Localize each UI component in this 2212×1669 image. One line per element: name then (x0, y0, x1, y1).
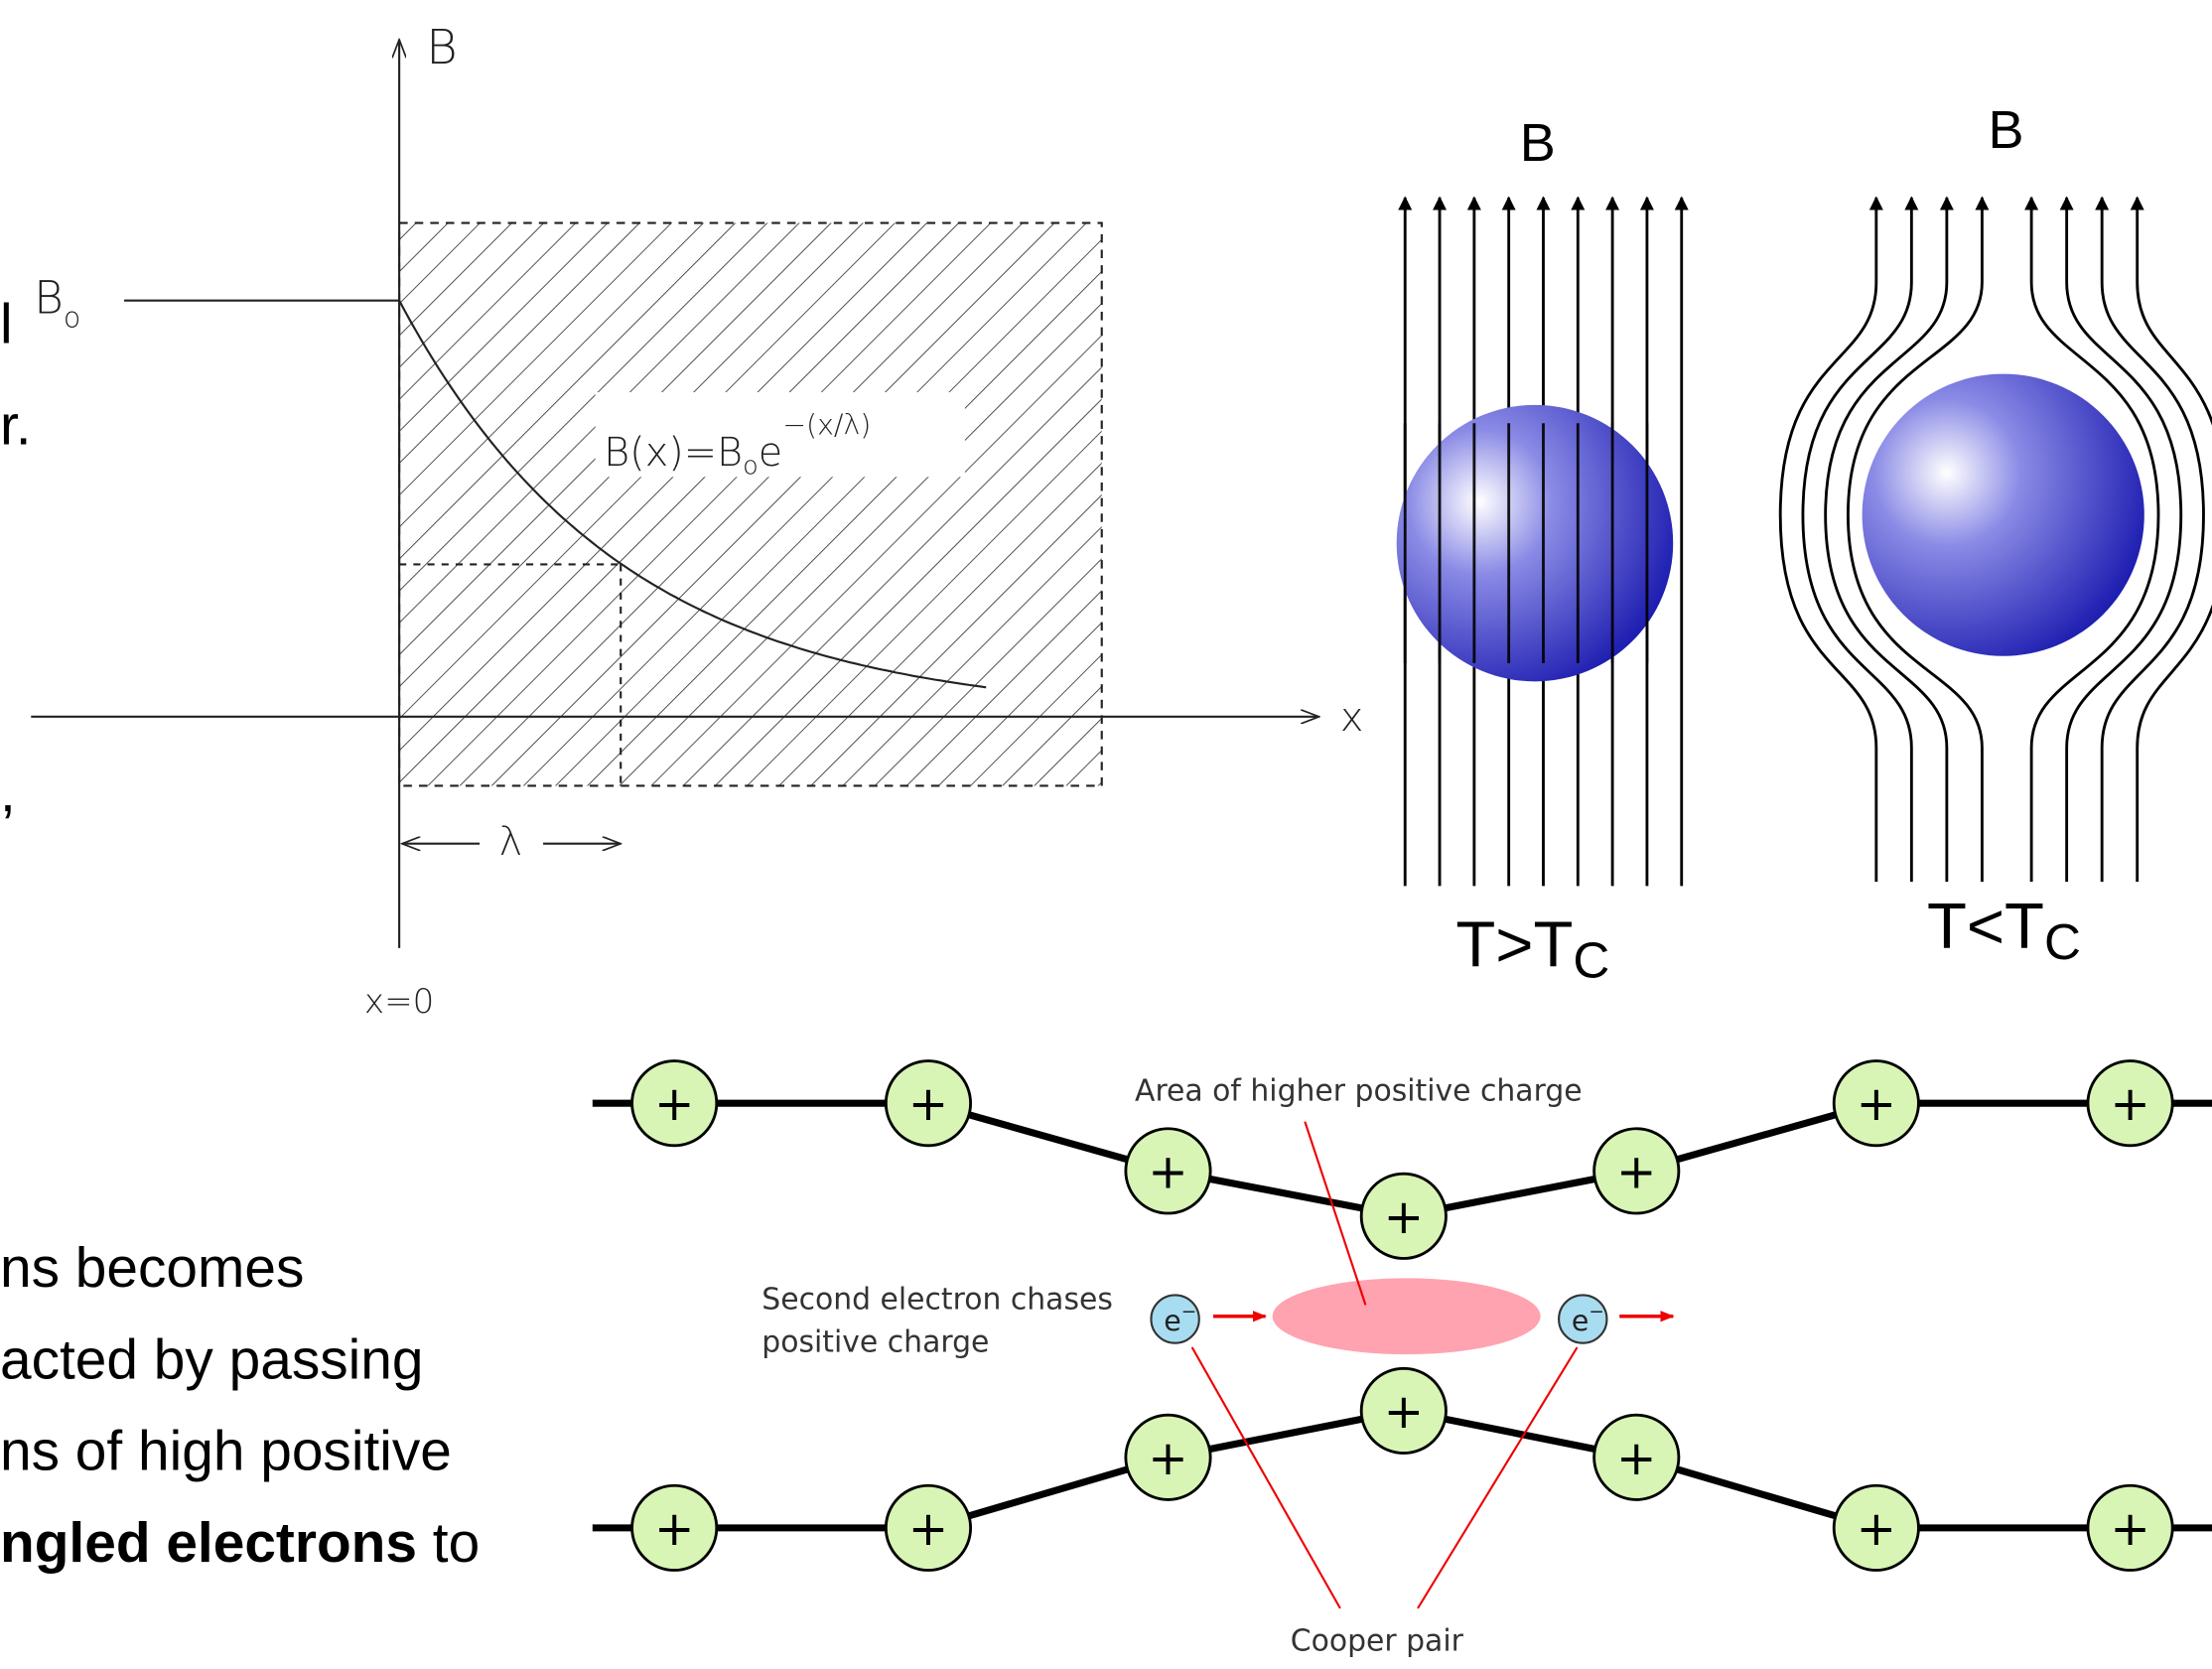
positive-region (1273, 1278, 1541, 1354)
text-fragment: ns becomes (0, 1237, 304, 1300)
text-fragment: acted by passing (0, 1328, 424, 1391)
ion-label: + (2110, 1076, 2149, 1132)
field-line (2138, 198, 2212, 882)
temp-label: T>TC (1455, 907, 1609, 988)
text-fragment: ngled electrons to (0, 1512, 480, 1575)
field-label: B (1989, 100, 2024, 160)
formula-base: e (759, 430, 782, 476)
bottom-label: Cooper pair (1291, 1624, 1464, 1659)
lambda-label: λ (499, 819, 523, 865)
b0-label: Bo (34, 271, 80, 334)
pointer (1305, 1122, 1365, 1306)
electron-sup: − (1181, 1302, 1196, 1322)
ion-label: + (1384, 1384, 1424, 1440)
temp-main: T<T (1927, 890, 2044, 962)
ion-label: + (654, 1076, 694, 1132)
cooper-pair-diagram: ++++++++++++++ e−e− Area of higher posit… (593, 1061, 2212, 1659)
text-fragment: , (0, 762, 16, 824)
field-label: B (1520, 113, 1556, 173)
penetration-plot (31, 40, 1318, 948)
top-label: Area of higher positive charge (1135, 1073, 1583, 1108)
meissner-effect: B B T>TC T<TC (1397, 100, 2212, 989)
pointer (1192, 1347, 1340, 1608)
ion-label: + (654, 1501, 694, 1557)
pointer (1418, 1347, 1578, 1608)
formula-main: B(x)=B (604, 430, 743, 476)
ion-label: + (1857, 1076, 1896, 1132)
ion-label: + (2110, 1501, 2149, 1557)
formula-sub: o (743, 451, 759, 481)
temp-sub: C (1573, 932, 1609, 989)
sphere (1397, 405, 1674, 682)
temp-main: T>T (1455, 907, 1573, 980)
side-label: Second electron chases (761, 1283, 1113, 1318)
ion-label: + (1616, 1431, 1656, 1486)
ion-label: + (908, 1501, 948, 1557)
y-axis-label: B (426, 20, 458, 75)
text-fragment: r. (0, 395, 32, 458)
ion-label: + (1148, 1431, 1187, 1486)
text-fragment: l (0, 293, 13, 355)
side-label: positive charge (761, 1324, 989, 1359)
text: to (433, 1512, 480, 1575)
bold-text: ngled electrons (0, 1512, 417, 1575)
electron-base: e (1572, 1305, 1589, 1337)
ion-label: + (908, 1076, 948, 1132)
ion-label: + (1148, 1144, 1187, 1199)
field-line (1780, 198, 1876, 882)
temp-sub: C (2044, 913, 2081, 970)
electron-sup: − (1589, 1302, 1603, 1322)
formula-sup: −(x/λ) (782, 409, 871, 442)
temp-label: T<TC (1927, 890, 2081, 970)
x-axis-label: x (1340, 695, 1364, 741)
slide: l r. , ns becomes acted by passing ns of… (0, 0, 2212, 1669)
ion-label: + (1857, 1501, 1896, 1557)
b0-base: B (34, 271, 64, 324)
ion-label: + (1616, 1144, 1656, 1199)
origin-label: x=0 (364, 982, 434, 1022)
text-fragment: ns of high positive (0, 1421, 452, 1483)
b0-sub: o (64, 302, 80, 335)
electron-base: e (1164, 1305, 1180, 1337)
sphere (1863, 374, 2144, 656)
hatched-region (399, 223, 1102, 786)
ion-label: + (1384, 1189, 1424, 1245)
